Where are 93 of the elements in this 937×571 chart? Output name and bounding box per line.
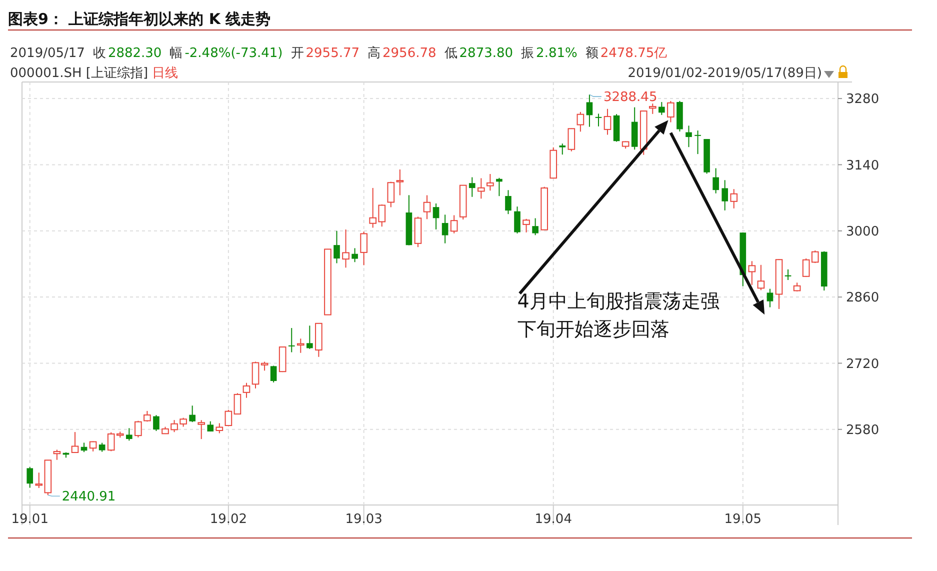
candlestick [450, 214, 458, 234]
candlestick [198, 420, 206, 440]
candlestick [595, 113, 602, 127]
annotation: 2440.91 [62, 490, 116, 505]
candlestick [352, 248, 358, 263]
text: 开 [290, 46, 304, 61]
candlestick [252, 361, 260, 389]
x-tick-label: 19.01 [11, 512, 48, 527]
x-tick-label: 19.03 [345, 512, 382, 527]
candlestick [296, 338, 304, 354]
candlestick [802, 258, 810, 278]
candlestick [686, 125, 692, 148]
y-tick-label: 2720 [846, 356, 880, 372]
candlestick [134, 420, 142, 438]
candlestick [26, 466, 34, 488]
candlestick [604, 108, 612, 136]
candlestick [522, 218, 530, 233]
candlestick [667, 100, 674, 123]
text: 2955.77 [306, 46, 360, 61]
candlestick [234, 392, 242, 414]
candlestick [568, 128, 576, 152]
annotation: 4月中上旬股指震荡走强 [517, 290, 720, 312]
candlestick [242, 382, 250, 398]
text: 2.81% [536, 46, 578, 61]
candlestick [288, 328, 295, 353]
y-tick-label: 3140 [846, 158, 880, 174]
candlestick [648, 103, 656, 114]
annotation: 3288.45 [603, 90, 658, 106]
candlestick [811, 250, 819, 264]
candlestick [442, 214, 448, 244]
candlestick [144, 410, 151, 422]
candlestick [576, 111, 584, 132]
candlestick [387, 181, 395, 208]
candlestick [360, 231, 368, 266]
x-tick-label: 19.04 [534, 512, 572, 527]
candlestick [486, 173, 494, 192]
candlestick [694, 130, 701, 155]
candlestick [270, 365, 277, 383]
candlestick [477, 178, 485, 200]
candlestick [334, 230, 340, 264]
y-tick-label: 3000 [846, 224, 880, 240]
text: 2478.75亿 [600, 46, 668, 61]
y-tick-label: 2580 [846, 422, 880, 438]
text: 2019/01/02-2019/05/17(89日) [628, 66, 822, 81]
candlestick [153, 414, 160, 432]
chart-title: 图表9： 上证综指年初以来的 K 线走势 [8, 10, 271, 28]
candlestick [53, 449, 61, 460]
candlestick [189, 405, 196, 423]
text: 振 [521, 46, 534, 61]
text: 幅 [170, 46, 183, 61]
text: 高 [368, 45, 381, 61]
candlestick [71, 432, 79, 454]
x-tick-label: 19.02 [210, 512, 248, 527]
candlestick [505, 190, 512, 215]
candlestick [432, 202, 440, 230]
text: -2.48%(-73.41) [184, 46, 283, 61]
candlestick [496, 177, 502, 197]
candlestick [224, 409, 232, 426]
text: 收 [92, 46, 106, 61]
candlestick [712, 168, 719, 194]
text: 额 [585, 46, 598, 61]
text: 日线 [152, 66, 178, 81]
candlestick [207, 420, 214, 432]
candlestick [468, 176, 476, 198]
annotation: 下旬开始逐步回落 [517, 318, 670, 340]
candlestick [559, 143, 566, 156]
candlestick [514, 206, 520, 234]
candlestick [89, 440, 97, 452]
text: 000001.SH [上证综指] [10, 66, 148, 81]
candlestick [586, 94, 593, 128]
candlestick [532, 218, 538, 236]
x-tick-label: 19.05 [724, 512, 762, 527]
candlestick [748, 260, 756, 286]
candlestick [126, 428, 132, 442]
text: 2882.30 [108, 46, 162, 61]
text: 2019/05/17 [10, 46, 85, 61]
candlestick [306, 325, 313, 350]
y-tick-label: 2860 [846, 290, 880, 306]
candlestick [722, 180, 728, 211]
candlestick [396, 168, 404, 196]
y-tick-label: 3280 [846, 92, 880, 108]
candlestick [766, 288, 774, 308]
candlestick [423, 194, 431, 220]
candlestick [730, 188, 738, 209]
candlestick [658, 102, 665, 116]
text: 2873.80 [459, 46, 514, 61]
candlestick [342, 229, 350, 268]
candlestick [35, 472, 43, 489]
candlestick [757, 264, 765, 291]
candlestick [216, 422, 224, 434]
text: 2956.78 [382, 46, 436, 61]
candlestick [98, 442, 106, 452]
text: 低 [444, 46, 458, 61]
